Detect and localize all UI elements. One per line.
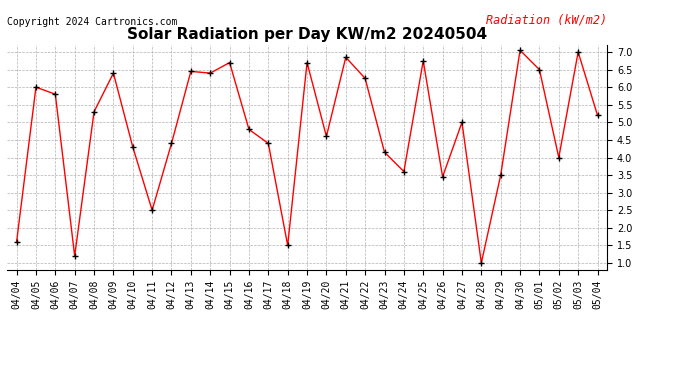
- Title: Solar Radiation per Day KW/m2 20240504: Solar Radiation per Day KW/m2 20240504: [127, 27, 487, 42]
- Text: Copyright 2024 Cartronics.com: Copyright 2024 Cartronics.com: [7, 17, 177, 27]
- Text: Radiation (kW/m2): Radiation (kW/m2): [486, 14, 607, 27]
